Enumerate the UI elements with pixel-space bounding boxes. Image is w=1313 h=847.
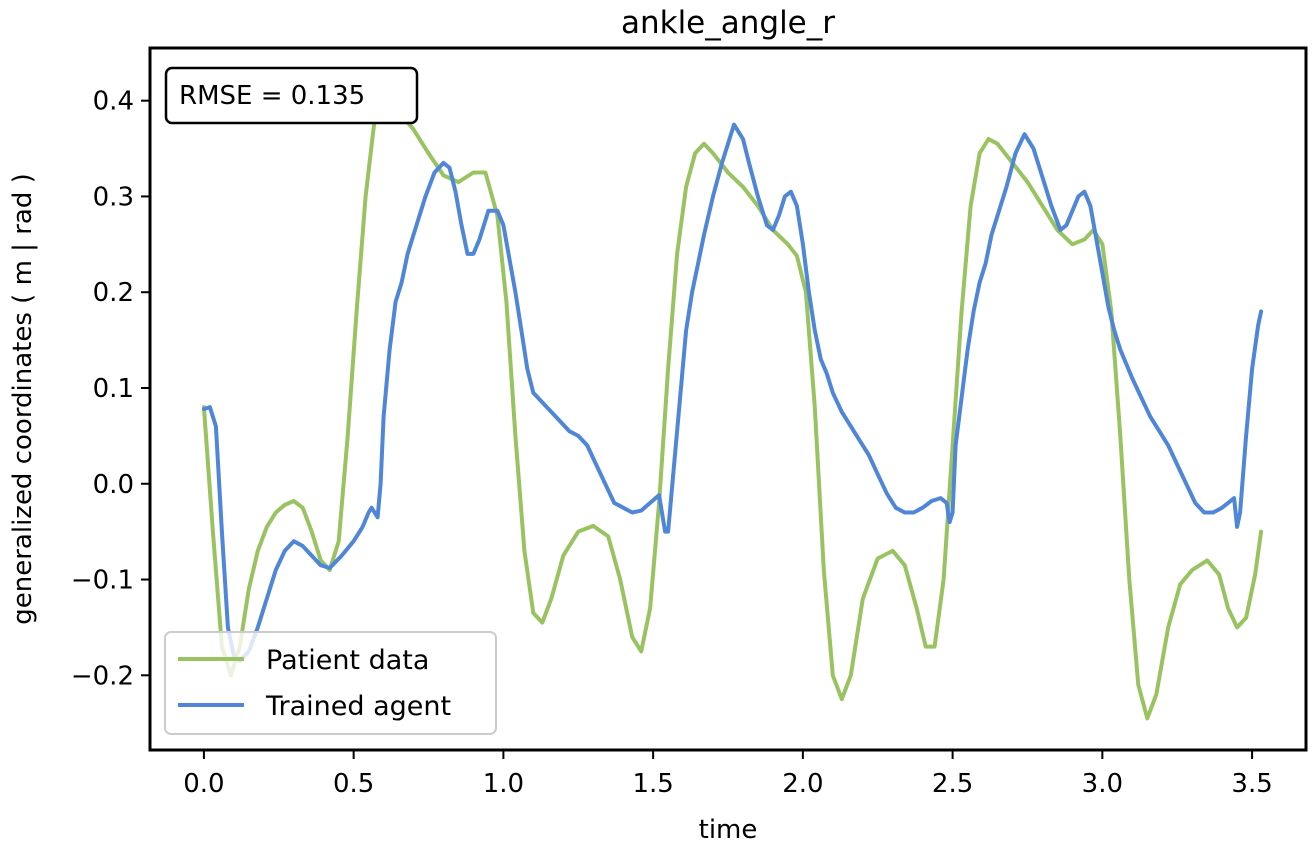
y-tick-label: 0.3: [93, 182, 134, 212]
y-tick-label: 0.1: [93, 374, 134, 404]
rmse-annotation-text: RMSE = 0.135: [179, 81, 365, 111]
y-tick-label: −0.1: [71, 566, 134, 596]
series-layer: [201, 93, 1264, 721]
rmse-annotation: RMSE = 0.135: [164, 66, 419, 125]
y-tick-label: 0.2: [93, 278, 134, 308]
legend-label-patient-data: Patient data: [266, 645, 429, 676]
x-tick-label: 2.0: [782, 769, 823, 799]
y-tick-label: 0.0: [93, 470, 134, 500]
chart-title: ankle_angle_r: [621, 5, 835, 41]
x-tick-label: 2.5: [932, 769, 973, 799]
x-tick-label: 0.5: [333, 769, 374, 799]
y-tick-label: 0.4: [93, 87, 134, 117]
series-line-trained-agent: [201, 122, 1264, 663]
y-tick-label: −0.2: [71, 661, 134, 691]
legend-label-trained-agent: Trained agent: [265, 691, 451, 722]
rmse-annotation-box: [164, 66, 419, 125]
legend: Patient data Trained agent: [164, 631, 497, 735]
y-axis: −0.2 −0.1 0.0 0.1 0.2 0.3 0.4: [71, 87, 150, 691]
x-tick-label: 0.0: [183, 769, 224, 799]
y-axis-title: generalized coordinates ( m | rad ): [8, 173, 38, 625]
plot-frame: [148, 46, 1308, 752]
x-axis: 0.0 0.5 1.0 1.5 2.0 2.5 3.0 3.5: [183, 750, 1273, 799]
legend-box: [164, 631, 497, 735]
x-tick-label: 3.0: [1082, 769, 1123, 799]
x-axis-title: time: [699, 815, 758, 845]
x-tick-label: 1.5: [632, 769, 673, 799]
x-tick-label: 3.5: [1231, 769, 1272, 799]
x-tick-label: 1.0: [483, 769, 524, 799]
